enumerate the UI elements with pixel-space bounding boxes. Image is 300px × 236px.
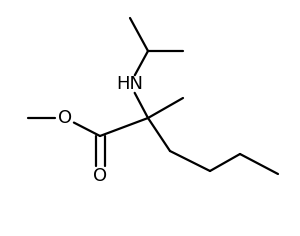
Text: O: O <box>93 167 107 185</box>
Text: HN: HN <box>116 75 143 93</box>
Text: O: O <box>58 109 72 127</box>
